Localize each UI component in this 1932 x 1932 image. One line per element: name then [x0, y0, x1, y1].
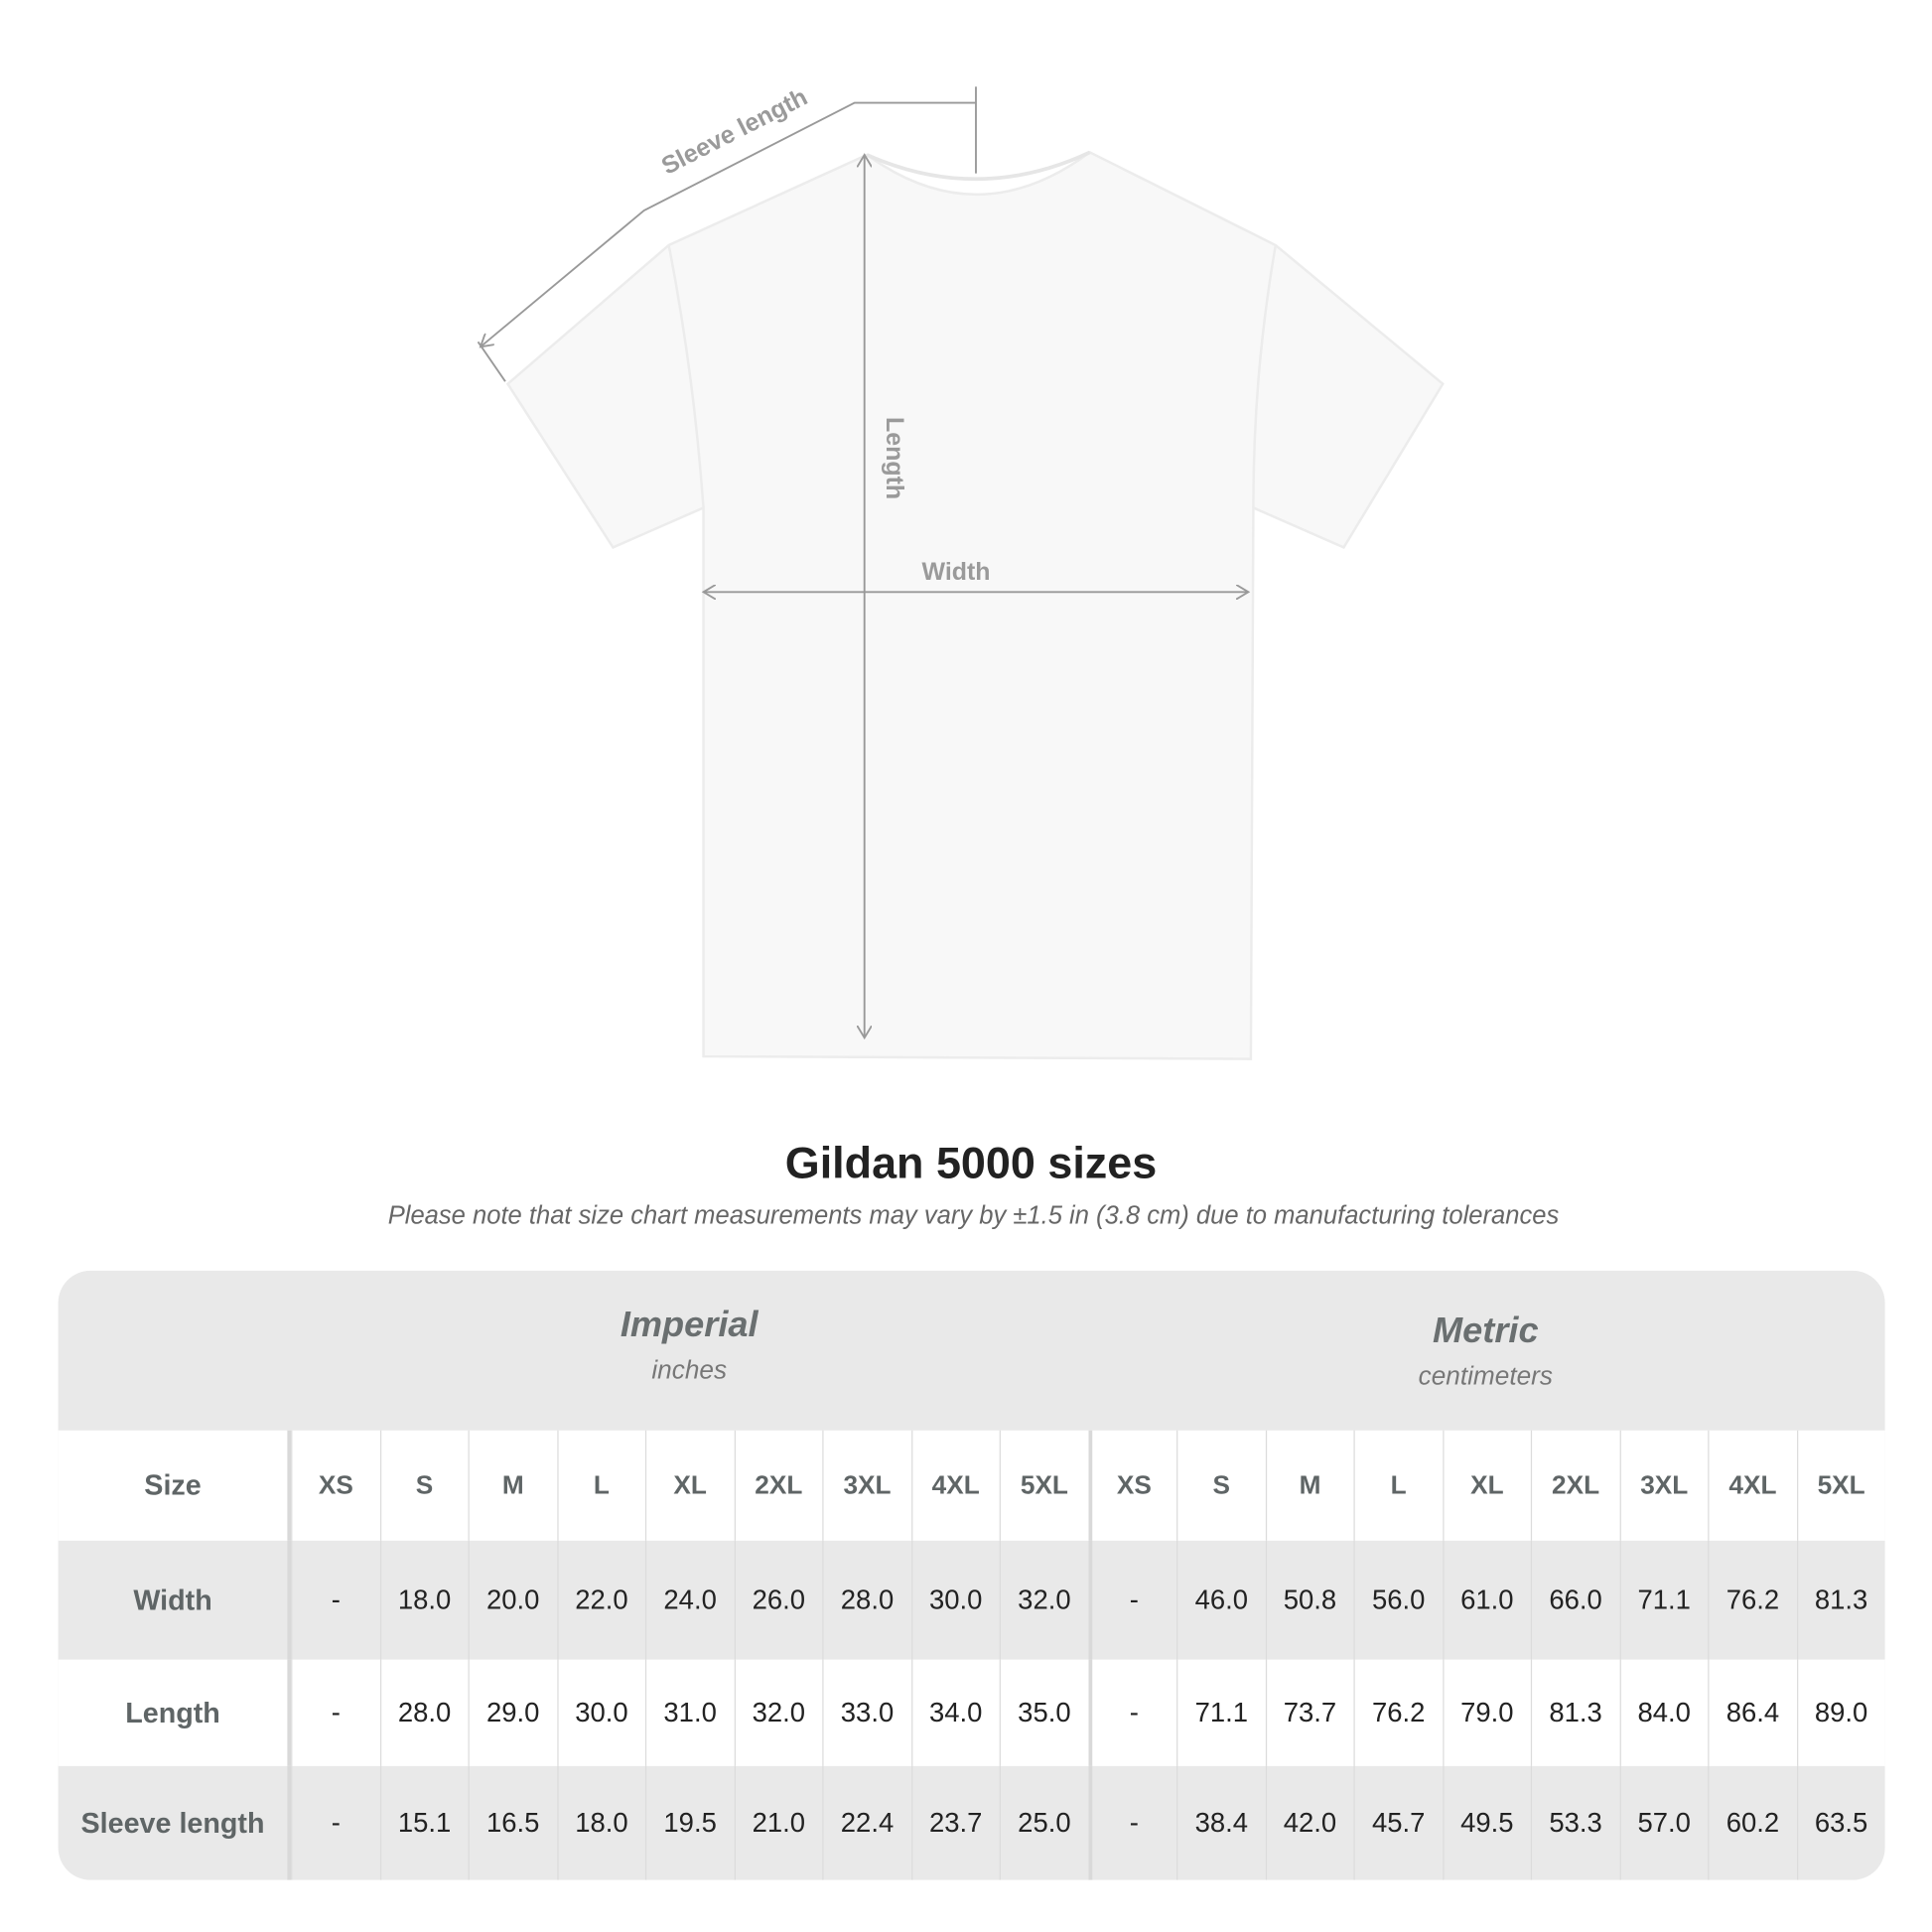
- imperial-size-S: S: [379, 1430, 468, 1541]
- metric-header: Metric centimeters: [1087, 1311, 1883, 1471]
- metric-value: 66.0: [1530, 1540, 1619, 1660]
- size-table: Imperial inches Metric centimeters Size X…: [58, 1270, 1885, 1880]
- size-header-row: Size XS S M L XL 2XL 3XL 4XL 5XL XS S M L XL 2XL 3XL 4XL 5…: [58, 1430, 1885, 1541]
- row-label: Length: [59, 1659, 292, 1766]
- metric-value: 89.0: [1796, 1659, 1884, 1766]
- imperial-value: 28.0: [822, 1540, 910, 1660]
- imperial-size-4XL: 4XL: [910, 1430, 999, 1541]
- metric-value: 81.3: [1530, 1659, 1619, 1766]
- metric-value: 81.3: [1796, 1540, 1884, 1660]
- imperial-value: 33.0: [822, 1659, 910, 1766]
- metric-size-3XL: 3XL: [1619, 1430, 1708, 1541]
- metric-value: 76.2: [1353, 1659, 1442, 1766]
- metric-size-XL: XL: [1442, 1430, 1531, 1541]
- tshirt-diagram: Sleeve length Length Width: [477, 83, 1445, 1060]
- page-title: Gildan 5000 sizes: [784, 1137, 1158, 1188]
- imperial-value: 19.5: [644, 1765, 734, 1880]
- collar: [866, 150, 1091, 182]
- table-row: Width -18.0 20.0 22.0 24.0 26.0 28.0 30.0 32.0-4…: [59, 1540, 1885, 1660]
- metric-value: 73.7: [1265, 1659, 1353, 1766]
- imperial-value: 32.0: [999, 1540, 1088, 1660]
- table-row: Sleeve length -15.1 16.5 18.0 19.5 21.0 22.4 23…: [59, 1765, 1885, 1880]
- metric-value: 38.4: [1176, 1765, 1265, 1880]
- metric-value: 79.0: [1442, 1659, 1531, 1766]
- tolerance-note: Please note that size chart measurements…: [387, 1201, 1560, 1230]
- sleeve-seams: [667, 244, 1278, 508]
- imperial-value: 30.0: [910, 1540, 999, 1660]
- metric-value: -: [1087, 1540, 1176, 1660]
- imperial-value: 31.0: [644, 1659, 734, 1766]
- imperial-value: -: [291, 1540, 379, 1660]
- imperial-size-XL: XL: [644, 1430, 734, 1541]
- imperial-value: 24.0: [644, 1540, 734, 1660]
- imperial-value: 21.0: [734, 1765, 822, 1880]
- metric-label: Metric: [1433, 1311, 1539, 1351]
- imperial-value: 28.0: [379, 1659, 468, 1766]
- imperial-value: 22.0: [556, 1540, 645, 1660]
- length-label: Length: [881, 417, 908, 499]
- imperial-label: Imperial: [620, 1305, 759, 1345]
- metric-value: 84.0: [1619, 1659, 1708, 1766]
- metric-value: 49.5: [1442, 1765, 1531, 1880]
- metric-value: 71.1: [1176, 1659, 1265, 1766]
- metric-value: 42.0: [1265, 1765, 1353, 1880]
- imperial-size-3XL: 3XL: [822, 1430, 910, 1541]
- imperial-value: 18.0: [379, 1540, 468, 1660]
- row-label: Width: [59, 1540, 292, 1660]
- metric-size-S: S: [1176, 1430, 1265, 1541]
- imperial-size-5XL: 5XL: [999, 1430, 1088, 1541]
- imperial-header: Imperial inches: [291, 1306, 1087, 1465]
- imperial-value: -: [291, 1765, 379, 1880]
- metric-size-XS: XS: [1087, 1430, 1176, 1541]
- sleeve-length-label: Sleeve length: [657, 83, 812, 181]
- metric-value: -: [1087, 1765, 1176, 1880]
- metric-value: 61.0: [1442, 1540, 1531, 1660]
- metric-value: 76.2: [1708, 1540, 1796, 1660]
- metric-value: 53.3: [1530, 1765, 1619, 1880]
- imperial-value: 18.0: [556, 1765, 645, 1880]
- metric-size-5XL: 5XL: [1796, 1430, 1884, 1541]
- imperial-size-M: M: [468, 1430, 557, 1541]
- metric-size-M: M: [1265, 1430, 1353, 1541]
- imperial-value: 22.4: [822, 1765, 910, 1880]
- imperial-value: 20.0: [468, 1540, 557, 1660]
- imperial-value: 26.0: [734, 1540, 822, 1660]
- imperial-value: 29.0: [468, 1659, 557, 1766]
- table-row: Length -28.0 29.0 30.0 31.0 32.0 33.0 34.0 35.0-…: [58, 1659, 1885, 1766]
- imperial-size-XS: XS: [291, 1430, 379, 1541]
- imperial-size-L: L: [556, 1430, 645, 1541]
- metric-size-L: L: [1353, 1430, 1442, 1541]
- metric-value: 57.0: [1619, 1765, 1708, 1880]
- metric-size-2XL: 2XL: [1530, 1430, 1619, 1541]
- metric-value: 50.8: [1265, 1540, 1353, 1660]
- imperial-value: 25.0: [999, 1765, 1088, 1880]
- imperial-value: 34.0: [910, 1659, 999, 1766]
- imperial-value: 35.0: [999, 1659, 1088, 1766]
- metric-value: 63.5: [1796, 1765, 1884, 1880]
- metric-value: 86.4: [1708, 1659, 1796, 1766]
- imperial-unit: inches: [651, 1355, 728, 1385]
- size-header-label: Size: [59, 1430, 292, 1541]
- imperial-value: -: [291, 1659, 379, 1766]
- metric-value: 45.7: [1353, 1765, 1442, 1880]
- sleeve-tick-end: [477, 341, 506, 382]
- imperial-value: 32.0: [734, 1659, 822, 1766]
- tshirt-shape: [505, 150, 1445, 1060]
- row-label: Sleeve length: [59, 1765, 292, 1880]
- metric-value: 56.0: [1353, 1540, 1442, 1660]
- imperial-value: 15.1: [379, 1765, 468, 1880]
- metric-value: -: [1087, 1659, 1176, 1766]
- metric-value: 71.1: [1619, 1540, 1708, 1660]
- metric-unit: centimeters: [1418, 1362, 1553, 1391]
- metric-size-4XL: 4XL: [1708, 1430, 1796, 1541]
- width-label: Width: [922, 558, 991, 586]
- sleeve-length-line: [481, 101, 976, 347]
- imperial-value: 30.0: [556, 1659, 645, 1766]
- imperial-value: 16.5: [468, 1765, 557, 1880]
- metric-value: 60.2: [1708, 1765, 1796, 1880]
- metric-value: 46.0: [1176, 1540, 1265, 1660]
- imperial-value: 23.7: [910, 1765, 999, 1880]
- imperial-size-2XL: 2XL: [734, 1430, 822, 1541]
